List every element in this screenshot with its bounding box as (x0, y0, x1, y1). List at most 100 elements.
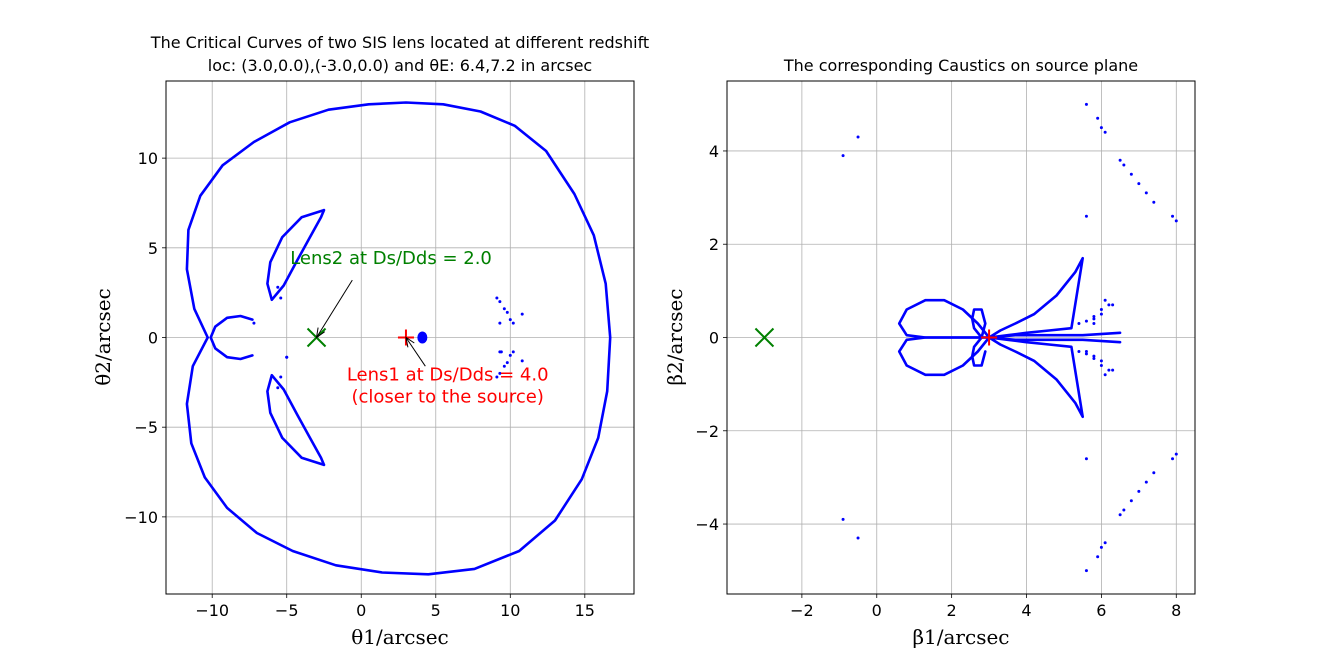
x-axis-label: β1/arcsec (912, 625, 1009, 649)
data-point (1077, 349, 1081, 353)
y-tick-label: 0 (148, 329, 158, 348)
data-point (1103, 373, 1107, 377)
data-point (1137, 489, 1141, 493)
data-point (1129, 499, 1133, 503)
axes-frame (165, 80, 635, 595)
data-point (1099, 312, 1103, 316)
data-point-cluster (417, 331, 428, 344)
y-tick-label: −10 (124, 508, 158, 527)
chart-title: The Critical Curves of two SIS lens loca… (150, 33, 649, 52)
caustic-curve (266, 208, 326, 302)
data-point (511, 321, 515, 325)
data-point (495, 296, 499, 300)
data-point (1171, 214, 1175, 218)
data-point (505, 310, 509, 314)
plot-area: −2 0 2 4 6 8 −4 −2 0 2 4 (695, 80, 1196, 620)
caustic-curve (987, 331, 1122, 339)
data-point (1103, 130, 1107, 134)
data-point (1096, 555, 1100, 559)
annotation-label: Lens2 at Ds/Dds = 2.0 (290, 248, 492, 269)
data-point (1084, 102, 1088, 106)
x-tick-label: 0 (356, 601, 366, 620)
annotation-label: (closer to the source) (352, 387, 544, 408)
y-tick-label: 2 (709, 235, 719, 254)
data-point (498, 300, 502, 304)
data-point (1096, 116, 1100, 120)
data-point (1092, 356, 1096, 360)
chart-subtitle: loc: (3.0,0.0),(-3.0,0.0) and θE: 6.4,7.… (208, 56, 592, 75)
x-tick-label: −5 (275, 601, 299, 620)
x-tick-label: 10 (500, 601, 520, 620)
data-point (1171, 457, 1175, 461)
data-point (856, 536, 860, 540)
data-point (285, 355, 289, 359)
annotation-arrowhead (405, 336, 415, 348)
data-point (841, 154, 845, 158)
x-tick-label: 4 (1021, 601, 1031, 620)
plot-area: −10 −5 0 5 10 15 −10 −5 0 5 10 Lens2 at Ds/Dds = 2.… (124, 80, 635, 620)
data-point (1092, 315, 1096, 319)
data-point (1111, 303, 1115, 307)
data-point (1084, 214, 1088, 218)
x-tick-label: 8 (1171, 601, 1181, 620)
data-point (502, 364, 506, 368)
x-tick-label: 5 (431, 601, 441, 620)
data-point (276, 386, 280, 390)
data-point (498, 371, 502, 375)
data-point (1099, 308, 1103, 312)
data-point (1092, 322, 1096, 326)
annotation-arrowhead (315, 327, 325, 339)
data-point (1144, 480, 1148, 484)
data-point (1084, 352, 1088, 356)
lens2-marker (754, 327, 775, 348)
data-point (505, 361, 509, 365)
data-point (520, 359, 524, 363)
data-point (1092, 354, 1096, 358)
y-tick-label: −4 (695, 515, 719, 534)
data-point (856, 135, 860, 139)
data-point (1144, 191, 1148, 195)
annotation-arrow (405, 337, 426, 367)
annotation-label: Lens1 at Ds/Dds = 4.0 (347, 365, 549, 386)
data-point (1084, 319, 1088, 323)
data-point (1122, 508, 1126, 512)
y-axis-label: β2/arcsec (663, 288, 687, 385)
y-tick-label: 10 (138, 149, 158, 168)
data-point (279, 296, 283, 300)
annotation-arrow (316, 279, 353, 338)
data-point (1174, 219, 1178, 223)
x-axis-label: θ1/arcsec (351, 625, 449, 649)
caustic-curve (987, 336, 1084, 419)
x-tick-label: 2 (947, 601, 957, 620)
data-point (1118, 513, 1122, 517)
data-point (1084, 349, 1088, 353)
x-tick-label: 15 (575, 601, 595, 620)
caustics-panel: The corresponding Caustics on source pla… (663, 56, 1196, 649)
x-tick-label: −2 (790, 601, 814, 620)
lens1-marker (981, 329, 998, 346)
data-point (1099, 126, 1103, 130)
data-point (495, 375, 499, 379)
caustic-curve (266, 373, 326, 467)
data-point (1111, 368, 1115, 372)
caustic-curve (185, 101, 612, 576)
data-point (1084, 457, 1088, 461)
data-point (508, 318, 512, 322)
data-point (1174, 452, 1178, 456)
data-point (508, 353, 512, 357)
marker-stroke (754, 327, 775, 348)
data-point (1118, 158, 1122, 162)
caustic-curve (987, 336, 1122, 344)
data-point (502, 307, 506, 311)
data-point (1107, 303, 1111, 307)
axes-frame (726, 80, 1196, 595)
x-tick-label: 0 (872, 601, 882, 620)
x-tick-label: −10 (195, 601, 229, 620)
data-point (1107, 368, 1111, 372)
data-point (1103, 541, 1107, 545)
data-point (511, 350, 515, 354)
data-point (1152, 471, 1156, 475)
data-point (1129, 172, 1133, 176)
y-tick-label: −2 (695, 422, 719, 441)
